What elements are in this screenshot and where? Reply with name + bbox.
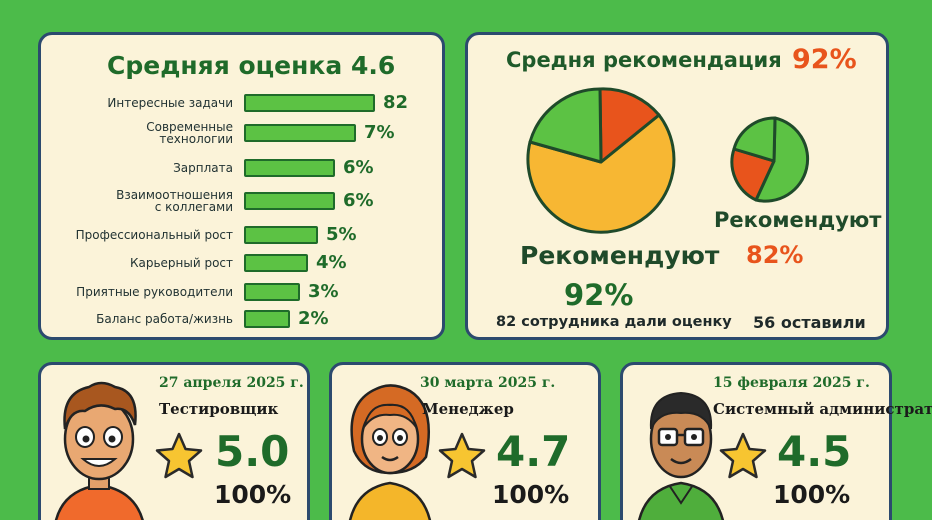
reviews-count: 56 оставили — [753, 313, 866, 332]
review-card[interactable]: 30 марта 2025 г. Менеджер 4.7 100% — [329, 362, 601, 520]
rating-bar-fill — [244, 94, 375, 112]
review-date: 30 марта 2025 г. — [420, 375, 556, 391]
star-icon — [155, 432, 203, 479]
rating-bar-row: Приятные руководители 3% — [41, 280, 441, 304]
rating-bar-row: Зарплата 6% — [41, 156, 441, 180]
rating-bar-fill — [244, 310, 290, 328]
rating-bar-fill — [244, 254, 308, 272]
rating-bar-fill — [244, 283, 300, 301]
review-score: 4.5 — [777, 427, 852, 476]
review-card[interactable]: 27 апреля 2025 г. Тестировщик 5.0 100% — [38, 362, 310, 520]
pie-slice-green-2 — [732, 116, 777, 163]
rating-bar-fill — [244, 226, 318, 244]
review-percent: 100% — [492, 480, 570, 509]
rating-bar-fill — [244, 159, 335, 177]
avatar-tester — [54, 381, 144, 520]
avatar-manager — [348, 384, 432, 520]
average-rating-title: Средняя оценка 4.6 — [107, 51, 396, 80]
recommendation-card: Средня рекомендация 92% Рекомендуют 92% … — [465, 32, 889, 340]
rating-bar-label: Взаимоотношения с коллегами — [116, 188, 233, 214]
rating-bar-label: Баланс работа/жизнь — [96, 312, 233, 326]
rating-bar-label: Профессиональный рост — [75, 228, 233, 242]
rating-bar-label: Современные технологии — [146, 120, 233, 146]
star-icon — [719, 432, 767, 479]
pie-slice-green — [528, 87, 603, 164]
review-date: 15 февраля 2025 г. — [713, 375, 870, 391]
recommendation-title-percent: 92% — [792, 44, 857, 75]
recommend-label: Рекомендуют — [520, 241, 720, 270]
rating-bar-row: Интересные задачи 82 — [41, 91, 441, 115]
review-score: 5.0 — [215, 427, 290, 476]
review-percent: 100% — [214, 480, 292, 509]
review-role: Тестировщик — [159, 400, 279, 418]
large-pie-chart — [526, 87, 676, 234]
rating-bar-label: Карьерный рост — [129, 256, 233, 270]
pie-slice-green — [754, 116, 810, 203]
pie-slice-orange — [598, 87, 661, 164]
pie-slice-yellow — [526, 113, 676, 234]
rated-count: 82 сотрудника дали оценку — [496, 314, 732, 330]
rating-bar-fill — [244, 124, 356, 142]
recommend-label-secondary: Рекомендуют — [714, 208, 882, 232]
rating-bar-value: 7% — [364, 122, 395, 143]
review-role: Менеджер — [422, 400, 514, 418]
recommendation-title: Средня рекомендация — [506, 48, 782, 72]
review-score: 4.7 — [496, 427, 571, 476]
rating-bar-value: 4% — [316, 252, 347, 273]
rating-bar-label: Интересные задачи — [107, 96, 233, 110]
review-role: Системный администратор — [713, 400, 932, 418]
rating-bar-row: Карьерный рост 4% — [41, 251, 441, 275]
recommend-percent-secondary: 82% — [746, 241, 804, 269]
small-pie-chart — [730, 116, 810, 203]
rating-bar-row: Профессиональный рост 5% — [41, 223, 441, 247]
review-date: 27 апреля 2025 г. — [159, 375, 304, 391]
average-rating-card: Средняя оценка 4.6 Интересные задачи 82 Со… — [38, 32, 445, 340]
rating-bar-value: 5% — [326, 224, 357, 245]
rating-bar-value: 82 — [383, 92, 409, 113]
avatar-sysadmin — [638, 391, 724, 520]
rating-bar-label: Приятные руководители — [76, 285, 233, 299]
rating-bar-row: Взаимоотношения с коллегами 6% — [41, 189, 441, 213]
rating-bar-value: 2% — [298, 308, 329, 329]
rating-bar-value: 3% — [308, 281, 339, 302]
rating-bar-label: Зарплата — [173, 161, 233, 175]
review-percent: 100% — [773, 480, 851, 509]
rating-bar-value: 6% — [343, 190, 374, 211]
recommend-percent: 92% — [564, 278, 634, 312]
star-icon — [438, 432, 486, 479]
rating-bar-row: Баланс работа/жизнь 2% — [41, 307, 441, 331]
rating-bar-row: Современные технологии 7% — [41, 121, 441, 145]
review-card[interactable]: 15 февраля 2025 г. Системный администрат… — [620, 362, 932, 520]
rating-bar-fill — [244, 192, 335, 210]
rating-bar-value: 6% — [343, 157, 374, 178]
pie-slice-orange — [730, 147, 776, 202]
